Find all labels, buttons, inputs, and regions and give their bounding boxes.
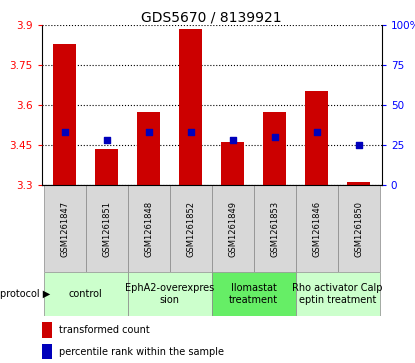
Bar [295, 185, 338, 272]
Point [61, 130, 68, 135]
Bar [44, 185, 85, 272]
Text: protocol ▶: protocol ▶ [0, 289, 50, 299]
Bar [254, 185, 295, 272]
Bar [44, 272, 128, 316]
Bar [338, 185, 380, 272]
Bar [347, 182, 370, 185]
Point [187, 130, 194, 135]
Bar [263, 112, 286, 185]
Text: GSM1261846: GSM1261846 [312, 201, 321, 257]
Bar [85, 185, 128, 272]
Text: Rho activator Calp
eptin treatment: Rho activator Calp eptin treatment [293, 283, 383, 305]
Bar [42, 344, 52, 359]
Point [103, 138, 110, 143]
Bar [221, 142, 244, 185]
Point [145, 130, 152, 135]
Text: GSM1261848: GSM1261848 [144, 201, 153, 257]
Text: EphA2-overexpres
sion: EphA2-overexpres sion [125, 283, 214, 305]
Bar [179, 29, 202, 185]
Point [229, 138, 236, 143]
Bar [42, 322, 52, 338]
Text: GSM1261851: GSM1261851 [102, 201, 111, 257]
Bar [137, 112, 160, 185]
Text: GSM1261853: GSM1261853 [270, 201, 279, 257]
Bar [295, 272, 380, 316]
Text: Ilomastat
treatment: Ilomastat treatment [229, 283, 278, 305]
Bar [128, 185, 170, 272]
Text: transformed count: transformed count [59, 325, 149, 335]
Bar [212, 185, 254, 272]
Text: GSM1261849: GSM1261849 [228, 201, 237, 257]
Bar [305, 91, 328, 185]
Text: GSM1261850: GSM1261850 [354, 201, 363, 257]
Title: GDS5670 / 8139921: GDS5670 / 8139921 [142, 10, 282, 24]
Text: GSM1261852: GSM1261852 [186, 201, 195, 257]
Text: control: control [69, 289, 103, 299]
Text: percentile rank within the sample: percentile rank within the sample [59, 347, 224, 357]
Bar [212, 272, 295, 316]
Bar [128, 272, 212, 316]
Point [313, 130, 320, 135]
Point [271, 134, 278, 140]
Bar [53, 44, 76, 185]
Point [355, 142, 362, 148]
Bar [170, 185, 212, 272]
Text: GSM1261847: GSM1261847 [60, 201, 69, 257]
Bar [95, 149, 118, 185]
